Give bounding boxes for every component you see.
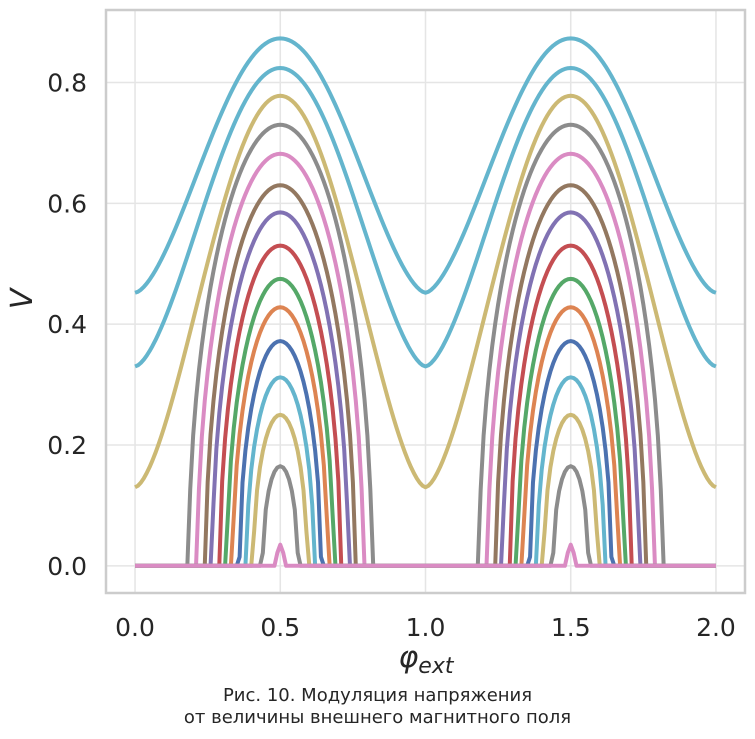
y-tick-label: 0.0 [47, 552, 87, 581]
y-tick-label: 0.6 [47, 189, 87, 218]
figure-caption-line-2: от величины внешнего магнитного поля [183, 707, 572, 728]
tick-labels: 0.0 0.5 1.0 1.5 2.0 0.0 0.2 0.4 0.6 0.8 [47, 68, 736, 642]
chart-grid [106, 10, 745, 593]
series-line-15 [135, 542, 716, 568]
y-axis-label: V [5, 286, 40, 309]
plot-frame [104, 8, 747, 595]
y-tick-label: 0.8 [47, 68, 87, 97]
y-tick-label: 0.4 [47, 310, 87, 339]
chart-series [134, 36, 717, 568]
series-line-1 [134, 36, 717, 295]
x-axis-label: φext [399, 640, 455, 679]
series-line-2 [134, 66, 717, 369]
y-tick-label: 0.2 [47, 431, 87, 460]
x-tick-label: 2.0 [696, 613, 736, 642]
x-tick-label: 1.0 [406, 613, 446, 642]
series-line-3 [134, 93, 717, 490]
figure-caption-line-1: Рис. 10. Модуляция напряжения [222, 685, 533, 706]
x-tick-label: 0.5 [260, 613, 300, 642]
x-tick-label: 1.5 [551, 613, 591, 642]
voltage-modulation-chart: 0.0 0.5 1.0 1.5 2.0 0.0 0.2 0.4 0.6 0.8 φext V [5, 8, 747, 679]
x-tick-label: 0.0 [115, 613, 155, 642]
